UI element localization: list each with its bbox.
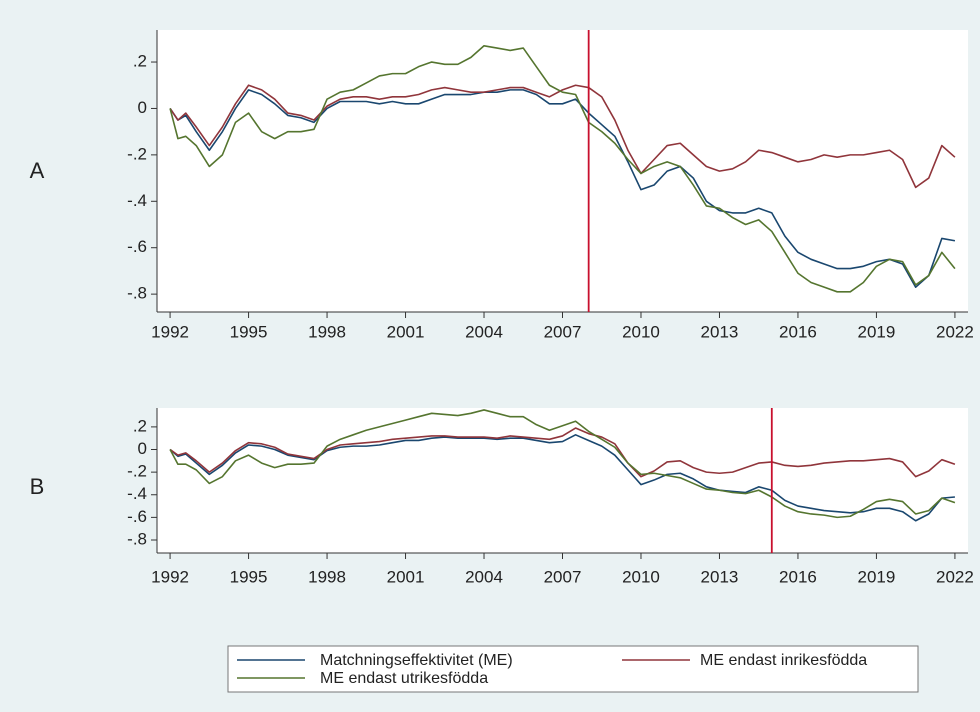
y-tick-label: -.6	[127, 237, 147, 256]
legend-box	[227, 645, 919, 693]
y-tick-label: -.4	[127, 191, 147, 210]
y-tick-label: .2	[133, 52, 147, 71]
x-tick-label: 2001	[387, 567, 425, 586]
x-tick-label: 2016	[779, 567, 817, 586]
y-tick-label: -.4	[127, 484, 147, 503]
x-tick-label: 1995	[230, 567, 268, 586]
plot-area	[157, 408, 968, 553]
series-line	[169, 409, 956, 519]
x-tick-label: 2019	[858, 322, 896, 341]
series-line	[169, 44, 956, 293]
y-tick-label: -.2	[127, 462, 147, 481]
x-tick-label: 2013	[701, 567, 739, 586]
x-tick-label: 2019	[858, 567, 896, 586]
x-tick-label: 2016	[779, 322, 817, 341]
x-tick-label: 2004	[465, 322, 503, 341]
x-tick-label: 2022	[936, 322, 974, 341]
x-tick-label: 2001	[387, 322, 425, 341]
panel-label: A	[30, 158, 45, 183]
x-tick-label: 2007	[544, 322, 582, 341]
panel-label: B	[30, 474, 45, 499]
series-line	[169, 427, 956, 478]
x-tick-label: 2010	[622, 567, 660, 586]
y-tick-label: -.8	[127, 529, 147, 548]
plot-area	[157, 30, 968, 312]
series-line	[169, 84, 956, 189]
x-tick-label: 2007	[544, 567, 582, 586]
x-tick-label: 1992	[151, 322, 189, 341]
y-tick-label: 0	[138, 439, 147, 458]
series-line	[169, 89, 956, 288]
x-tick-label: 1998	[308, 567, 346, 586]
x-tick-label: 2022	[936, 567, 974, 586]
x-tick-label: 2004	[465, 567, 503, 586]
y-tick-label: 0	[138, 98, 147, 117]
x-tick-label: 1992	[151, 567, 189, 586]
x-tick-label: 2010	[622, 322, 660, 341]
legend-label: ME endast utrikesfödda	[320, 670, 488, 687]
x-tick-label: 2013	[701, 322, 739, 341]
y-tick-label: .2	[133, 416, 147, 435]
y-tick-label: -.2	[127, 144, 147, 163]
x-tick-label: 1998	[308, 322, 346, 341]
legend-label: Matchningseffektivitet (ME)	[320, 652, 513, 669]
x-tick-label: 1995	[230, 322, 268, 341]
legend-label: ME endast inrikesfödda	[700, 652, 867, 669]
y-tick-label: -.8	[127, 284, 147, 303]
series-line	[169, 434, 955, 522]
y-tick-label: -.6	[127, 507, 147, 526]
